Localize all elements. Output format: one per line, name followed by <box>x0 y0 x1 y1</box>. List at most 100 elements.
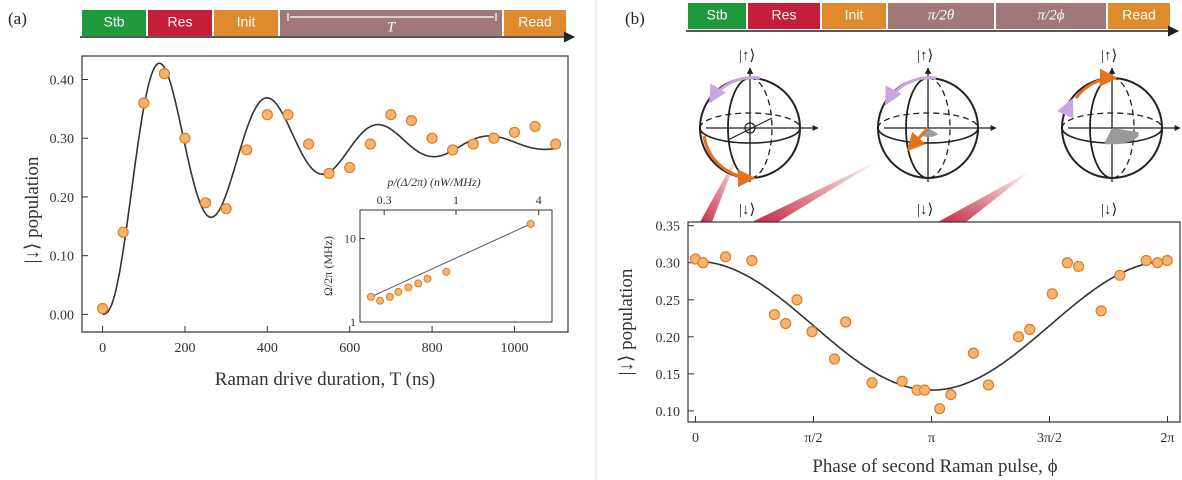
plot-b-data-point <box>1151 257 1164 269</box>
plot-a-ylabel: |↓⟩ population <box>22 156 43 263</box>
plot-b-xlabel: Phase of second Raman pulse, ϕ <box>812 456 1057 477</box>
plot-a-data-point <box>241 144 253 156</box>
bloch-sphere-2: |↑⟩ |↓⟩ <box>877 48 997 218</box>
plot-b-xtick-label: 2π <box>1160 431 1174 446</box>
plot-b-data-point <box>697 257 709 269</box>
seq-b-res <box>748 3 820 29</box>
bloch-3-phase-wedge <box>1104 128 1139 145</box>
plot-b-data-point <box>746 254 758 267</box>
plot-a-data-point <box>467 138 479 150</box>
plot-b-ytick-label: 0.20 <box>656 331 681 346</box>
seq-a-read-label: Read <box>518 14 551 30</box>
plot-b-xtick-label: π <box>928 431 935 446</box>
inset-ytick-label: 10 <box>344 232 356 246</box>
bloch-3-equator-back <box>1061 112 1163 129</box>
seq-b-stb <box>688 3 746 29</box>
inset-data-point <box>404 283 413 292</box>
seq-b-read-label: Read <box>1122 7 1155 23</box>
seq-b-pulse1 <box>888 3 994 29</box>
plot-b-data-point <box>1061 257 1073 269</box>
seq-b-pulse1-label: π/2θ <box>928 7 955 23</box>
plot-b-data-point <box>1024 323 1036 336</box>
plot-a-data-point <box>447 144 459 156</box>
inset-fit-line <box>370 223 531 298</box>
plot-b-fit-line <box>695 260 1168 391</box>
plot-a-data-point <box>302 138 315 150</box>
plot-b-data-point <box>934 403 946 415</box>
seq-b-pulse2 <box>996 3 1106 29</box>
bloch-1-y-axis <box>727 117 773 141</box>
bloch-3-down-ket: |↓⟩ <box>1101 202 1117 218</box>
plot-a-ytick-label: 0.40 <box>50 73 75 88</box>
bloch-2-purple-arrow <box>884 76 937 106</box>
plot-a-data-point <box>282 109 294 121</box>
seq-a-duration-label: T <box>387 19 397 35</box>
seq-a-read <box>504 10 566 36</box>
bloch-sphere-1: |↑⟩ |↓⟩ <box>699 48 819 218</box>
inset-content: 0.3 1 4 1 10 <box>344 193 542 329</box>
seq-b-init <box>822 3 886 29</box>
plot-b-data-point <box>967 347 980 359</box>
plot-b-data-point <box>919 384 931 396</box>
plot-b-data-point <box>1095 305 1107 317</box>
bloch-2-meridian-back <box>927 77 951 179</box>
bloch-1-purple-arrow <box>708 76 761 104</box>
plot-b-data-point <box>866 377 878 389</box>
bloch-sphere-3: |↑⟩ |↓⟩ <box>1057 48 1181 218</box>
plot-b-data-point <box>1161 254 1173 267</box>
seq-b-stb-label: Stb <box>706 7 727 23</box>
plot-a-data-point <box>364 138 376 150</box>
bloch-1-meridian-back <box>749 77 773 179</box>
plot-a-data-point <box>426 132 438 144</box>
inset-data-point <box>394 287 403 296</box>
plot-a-content: 0 200 400 600 800 1000 0.00 0.10 0.20 0.30 0.40 <box>50 62 562 356</box>
plot-b-data-point <box>840 316 852 328</box>
plot-a-data-point <box>488 132 500 144</box>
inset-xtick-label: 0.3 <box>377 193 392 207</box>
plot-a-data-point <box>344 161 356 174</box>
plot-a-data-point <box>261 109 273 121</box>
plot-a-xtick-label: 600 <box>339 341 360 356</box>
bloch-3-up-ket: |↑⟩ <box>1101 48 1117 64</box>
bloch-2-equator-front <box>877 127 979 144</box>
plot-a-xtick-label: 800 <box>422 341 443 356</box>
plot-a-xtick-label: 400 <box>257 341 278 356</box>
panel-a-label: (a) <box>8 9 27 28</box>
plot-b-ytick-label: 0.25 <box>656 294 681 309</box>
inset-xtick-label: 1 <box>453 193 459 207</box>
seq-a-evolve <box>280 10 502 36</box>
inset-data-point <box>423 274 432 283</box>
seq-a-res <box>148 10 212 36</box>
red-ray-2 <box>752 160 880 222</box>
bloch-2-up-ket: |↑⟩ <box>917 48 933 64</box>
plot-b-data-point <box>791 294 803 306</box>
inset-xtick-label: 4 <box>536 193 542 207</box>
plot-b-data-point <box>768 308 780 321</box>
seq-a-init-label: Init <box>237 14 256 30</box>
plot-b-data-point <box>1072 260 1085 273</box>
plot-b-ylabel: |↓⟩ population <box>616 268 637 375</box>
plot-a-data-point <box>529 120 541 133</box>
plot-a-frame <box>81 55 569 333</box>
plot-b-data-point <box>806 326 818 338</box>
inset-data-point <box>414 279 423 288</box>
inset-data-point <box>442 267 451 276</box>
plot-a-data-point <box>550 138 562 150</box>
plot-a-data-point <box>158 68 170 80</box>
seq-a-res-label: Res <box>168 14 193 30</box>
seq-b-pulse2-label: π/2ϕ <box>1038 7 1065 23</box>
plot-a-data-point <box>138 97 150 109</box>
plot-b-xtick-label: 3π/2 <box>1037 431 1062 446</box>
inset-ylabel: Ω/2π (MHz) <box>321 236 335 296</box>
plot-a-xtick-label: 0 <box>99 341 106 356</box>
bloch-1-up-ket: |↑⟩ <box>739 48 755 64</box>
inset-data-point <box>366 292 375 301</box>
sequence-bar-b: Stb Res Init π/2θ π/2ϕ Read <box>686 3 1180 37</box>
plot-b-data-point <box>780 317 792 330</box>
inset-top-xlabel: p/(Δ/2π) (nW/MHz) <box>386 175 480 189</box>
seq-b-init-label: Init <box>845 7 864 23</box>
plot-a-ytick-label: 0.30 <box>50 132 75 147</box>
seq-a-stb <box>82 10 146 36</box>
seq-a-stb-label: Stb <box>103 14 124 30</box>
